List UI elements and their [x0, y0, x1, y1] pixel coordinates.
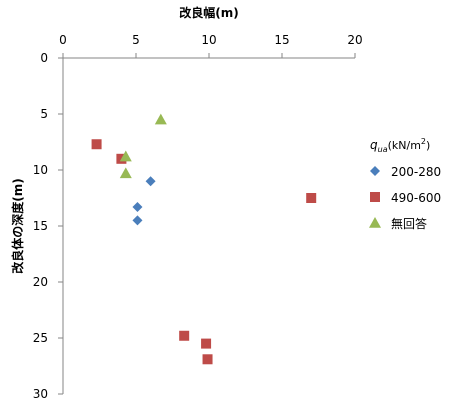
legend-title-units: (kN/m [388, 139, 421, 152]
data-points [91, 113, 317, 365]
y-tick-label: 20 [33, 275, 48, 289]
data-point-triangle [119, 150, 132, 162]
y-axis-title: 改良体の深度(m) [10, 178, 25, 273]
data-point-square [306, 193, 317, 203]
data-point-square [202, 354, 213, 365]
x-tick-label: 5 [132, 33, 140, 47]
legend-title-sup: 2 [421, 137, 426, 146]
y-tick-label: 10 [33, 163, 48, 177]
y-ticks: 0 5 10 15 20 25 30 [33, 51, 63, 401]
legend-title-close: ) [426, 139, 430, 152]
y-tick-label: 0 [40, 51, 48, 65]
data-point-triangle [119, 167, 132, 179]
legend-label: 200-280 [391, 165, 441, 179]
data-point-triangle [154, 113, 167, 125]
data-point-square [91, 139, 102, 150]
legend-item: 490-600 [370, 191, 441, 205]
legend-title-q: q [370, 138, 378, 152]
legend-marker-diamond [370, 166, 380, 176]
y-tick-label: 30 [33, 387, 48, 401]
y-tick-label: 15 [33, 219, 48, 233]
y-tick-label: 5 [40, 107, 48, 121]
legend-marker-triangle [369, 217, 381, 228]
legend-title: qua(kN/m2) [370, 137, 430, 154]
x-tick-label: 15 [274, 33, 289, 47]
data-point-diamond [145, 176, 156, 187]
x-ticks: 0 5 10 15 20 [59, 33, 363, 58]
y-tick-label: 25 [33, 331, 48, 345]
x-tick-label: 20 [347, 33, 362, 47]
x-tick-label: 10 [201, 33, 216, 47]
x-tick-label: 0 [59, 33, 67, 47]
legend-marker-square [370, 192, 380, 202]
data-point-diamond [132, 215, 143, 226]
legend-label: 無回答 [391, 216, 427, 231]
legend-item: 無回答 [369, 216, 427, 231]
data-point-diamond [132, 201, 143, 212]
legend-item: 200-280 [370, 165, 441, 179]
data-point-square [179, 330, 190, 341]
legend: qua(kN/m2) 200-280 490-600 無回答 [369, 137, 441, 231]
x-axis-title: 改良幅(m) [179, 5, 238, 20]
data-point-square [201, 338, 212, 349]
legend-label: 490-600 [391, 191, 441, 205]
legend-title-sub: ua [378, 145, 388, 154]
legend-items: 200-280 490-600 無回答 [369, 165, 441, 231]
